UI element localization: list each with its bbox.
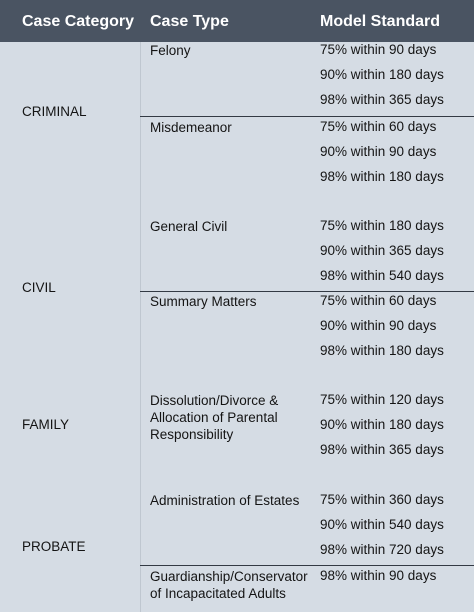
standard-value: 75% within 60 days [320, 119, 437, 134]
category-block-family: FAMILY Dissolution/Divorce & Allocation … [0, 392, 474, 467]
standard-value: 75% within 120 days [320, 392, 444, 407]
case-type-label: Felony [150, 43, 191, 58]
header-case-category: Case Category [22, 13, 135, 30]
standard-value: 75% within 60 days [320, 293, 437, 308]
standard-value: 98% within 365 days [320, 442, 444, 457]
case-type-label: Misdemeanor [150, 120, 232, 135]
standard-value: 75% within 180 days [320, 218, 444, 233]
category-label: CIVIL [22, 280, 56, 295]
category-label: FAMILY [22, 417, 70, 432]
standard-value: 98% within 90 days [320, 568, 437, 583]
standard-value: 98% within 180 days [320, 343, 444, 358]
column-divider [140, 42, 141, 612]
standard-value: 90% within 180 days [320, 417, 444, 432]
standard-value: 90% within 540 days [320, 517, 444, 532]
standard-value: 98% within 540 days [320, 268, 444, 283]
case-type-label: Administration of Estates [150, 493, 300, 508]
case-type-label: Guardianship/Conservator of Incapacitate… [150, 569, 308, 601]
case-type-label: General Civil [150, 219, 228, 234]
case-type-label: Dissolution/Divorce & Allocation of Pare… [150, 393, 279, 442]
category-block-probate: PROBATE Administration of Estates 75% wi… [0, 492, 474, 612]
standard-value: 90% within 90 days [320, 318, 437, 333]
table-header: Case Category Case Type Model Standard [0, 0, 474, 42]
standard-value: 98% within 365 days [320, 92, 444, 107]
standard-value: 75% within 90 days [320, 42, 437, 57]
category-block-civil: CIVIL General Civil 75% within 180 days … [0, 218, 474, 368]
standard-value: 98% within 720 days [320, 542, 444, 557]
category-label: CRIMINAL [22, 104, 87, 119]
case-type-divider [140, 565, 474, 566]
case-type-divider [140, 116, 474, 117]
standard-value: 98% within 180 days [320, 169, 444, 184]
standard-value: 75% within 360 days [320, 492, 444, 507]
standard-value: 90% within 90 days [320, 144, 437, 159]
category-label: PROBATE [22, 539, 86, 554]
header-model-standard: Model Standard [320, 13, 441, 30]
standard-value: 90% within 180 days [320, 67, 444, 82]
standard-value: 90% within 365 days [320, 243, 444, 258]
category-block-criminal: CRIMINAL Felony 75% within 90 days 90% w… [0, 42, 474, 200]
case-type-divider [140, 291, 474, 292]
case-type-label: Summary Matters [150, 294, 257, 309]
header-case-type: Case Type [150, 13, 229, 30]
